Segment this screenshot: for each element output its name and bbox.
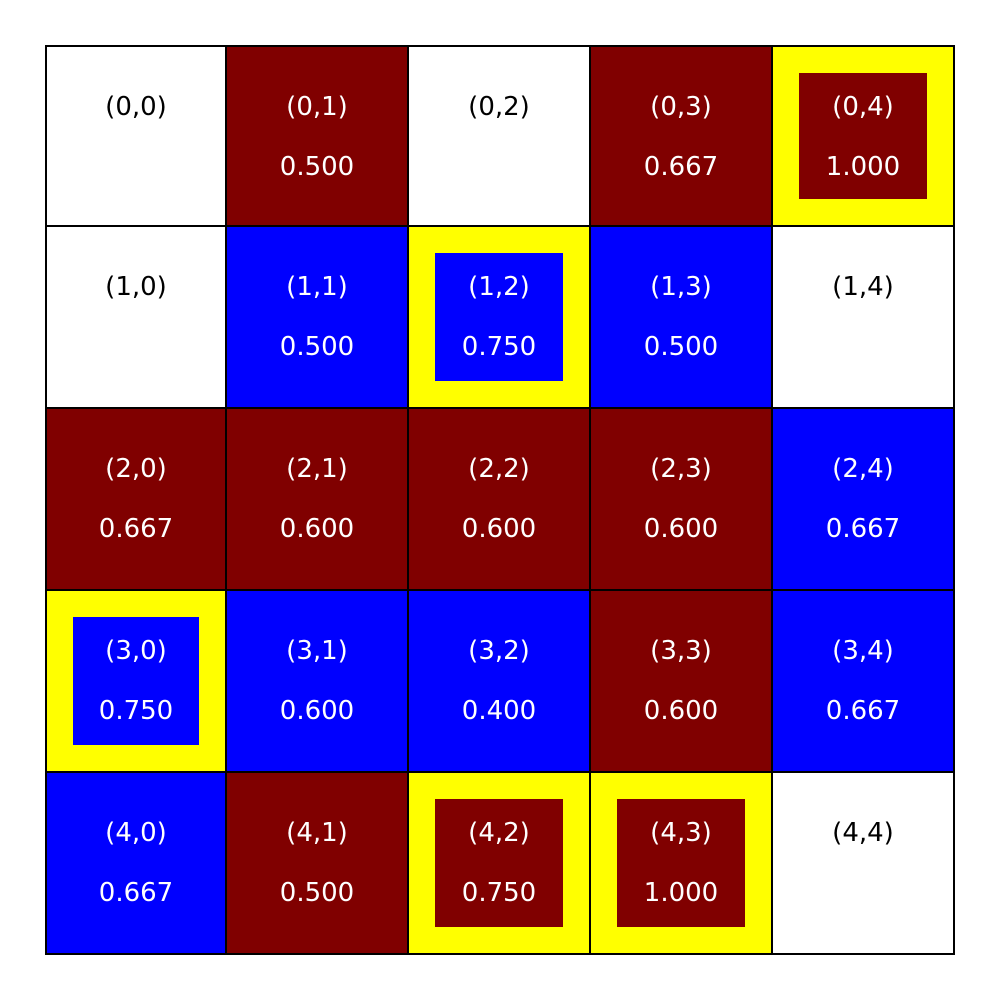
cell-coordinate-label: (2,2) bbox=[468, 454, 530, 484]
cell-coordinate-label: (4,2) bbox=[468, 818, 530, 848]
highlighted-cell-inner bbox=[435, 799, 563, 927]
grid-cell: (0,1) 0.500 bbox=[227, 45, 409, 227]
grid-cell: (3,1) 0.600 bbox=[227, 591, 409, 773]
cell-coordinate-label: (2,0) bbox=[105, 454, 167, 484]
cell-value: 0.600 bbox=[461, 514, 537, 544]
highlighted-cell-inner bbox=[617, 799, 745, 927]
highlighted-cell-inner bbox=[435, 253, 563, 381]
cell-value: 0.500 bbox=[643, 332, 719, 362]
grid-cell: (1,3) 0.500 bbox=[591, 227, 773, 409]
cell-value: 0.750 bbox=[461, 332, 537, 362]
grid-cell: (0,3) 0.667 bbox=[591, 45, 773, 227]
cell-value: 0.500 bbox=[279, 152, 355, 182]
cell-value: 1.000 bbox=[643, 878, 719, 908]
grid-cell: (2,3) 0.600 bbox=[591, 409, 773, 591]
grid-cell: (2,0) 0.667 bbox=[45, 409, 227, 591]
cell-coordinate-label: (1,1) bbox=[286, 272, 348, 302]
cell-value: 0.750 bbox=[461, 878, 537, 908]
cell-coordinate-label: (3,0) bbox=[105, 636, 167, 666]
grid-cell: (1,2) 0.750 bbox=[409, 227, 591, 409]
cell-coordinate-label: (0,0) bbox=[105, 92, 167, 122]
grid-cell: (2,4) 0.667 bbox=[773, 409, 955, 591]
cell-coordinate-label: (1,0) bbox=[105, 272, 167, 302]
cell-coordinate-label: (2,4) bbox=[832, 454, 894, 484]
grid-cell: (4,2) 0.750 bbox=[409, 773, 591, 955]
cell-value: 0.667 bbox=[825, 514, 901, 544]
cell-coordinate-label: (0,3) bbox=[650, 92, 712, 122]
grid-cell: (0,0) bbox=[45, 45, 227, 227]
cell-value: 0.600 bbox=[643, 696, 719, 726]
cell-coordinate-label: (4,4) bbox=[832, 818, 894, 848]
cell-value: 0.600 bbox=[643, 514, 719, 544]
grid-cell: (4,4) bbox=[773, 773, 955, 955]
cell-coordinate-label: (4,0) bbox=[105, 818, 167, 848]
cell-coordinate-label: (0,4) bbox=[832, 92, 894, 122]
grid-cell: (2,1) 0.600 bbox=[227, 409, 409, 591]
grid-cell: (2,2) 0.600 bbox=[409, 409, 591, 591]
grid-board: (0,0) (0,1) 0.500 (0,2) (0,3) 0.667 (0,4) 1.000… bbox=[45, 45, 955, 955]
grid-cell: (3,2) 0.400 bbox=[409, 591, 591, 773]
cell-coordinate-label: (3,3) bbox=[650, 636, 712, 666]
cell-value: 0.667 bbox=[98, 878, 174, 908]
grid-cell: (4,3) 1.000 bbox=[591, 773, 773, 955]
grid-cell: (4,1) 0.500 bbox=[227, 773, 409, 955]
cell-coordinate-label: (0,1) bbox=[286, 92, 348, 122]
cell-value: 0.500 bbox=[279, 332, 355, 362]
grid-cell: (3,3) 0.600 bbox=[591, 591, 773, 773]
cell-coordinate-label: (0,2) bbox=[468, 92, 530, 122]
cell-value: 0.600 bbox=[279, 696, 355, 726]
cell-coordinate-label: (3,4) bbox=[832, 636, 894, 666]
cell-coordinate-label: (1,3) bbox=[650, 272, 712, 302]
grid-cell: (3,4) 0.667 bbox=[773, 591, 955, 773]
cell-value: 0.400 bbox=[461, 696, 537, 726]
cell-value: 0.667 bbox=[98, 514, 174, 544]
cell-coordinate-label: (3,1) bbox=[286, 636, 348, 666]
cell-value: 0.500 bbox=[279, 878, 355, 908]
grid-cell: (1,0) bbox=[45, 227, 227, 409]
highlighted-cell-inner bbox=[799, 73, 927, 199]
cell-coordinate-label: (3,2) bbox=[468, 636, 530, 666]
grid-cell: (4,0) 0.667 bbox=[45, 773, 227, 955]
cell-value: 1.000 bbox=[825, 152, 901, 182]
cell-coordinate-label: (4,1) bbox=[286, 818, 348, 848]
cell-value: 0.600 bbox=[279, 514, 355, 544]
grid-cell: (0,2) bbox=[409, 45, 591, 227]
highlighted-cell-inner bbox=[73, 617, 199, 745]
cell-value: 0.750 bbox=[98, 696, 174, 726]
cell-coordinate-label: (1,4) bbox=[832, 272, 894, 302]
cell-coordinate-label: (2,3) bbox=[650, 454, 712, 484]
cell-value: 0.667 bbox=[825, 696, 901, 726]
cell-coordinate-label: (1,2) bbox=[468, 272, 530, 302]
grid-cell: (0,4) 1.000 bbox=[773, 45, 955, 227]
grid-cell: (3,0) 0.750 bbox=[45, 591, 227, 773]
cell-value: 0.667 bbox=[643, 152, 719, 182]
cell-coordinate-label: (2,1) bbox=[286, 454, 348, 484]
cell-coordinate-label: (4,3) bbox=[650, 818, 712, 848]
grid-cell: (1,1) 0.500 bbox=[227, 227, 409, 409]
grid-cell: (1,4) bbox=[773, 227, 955, 409]
